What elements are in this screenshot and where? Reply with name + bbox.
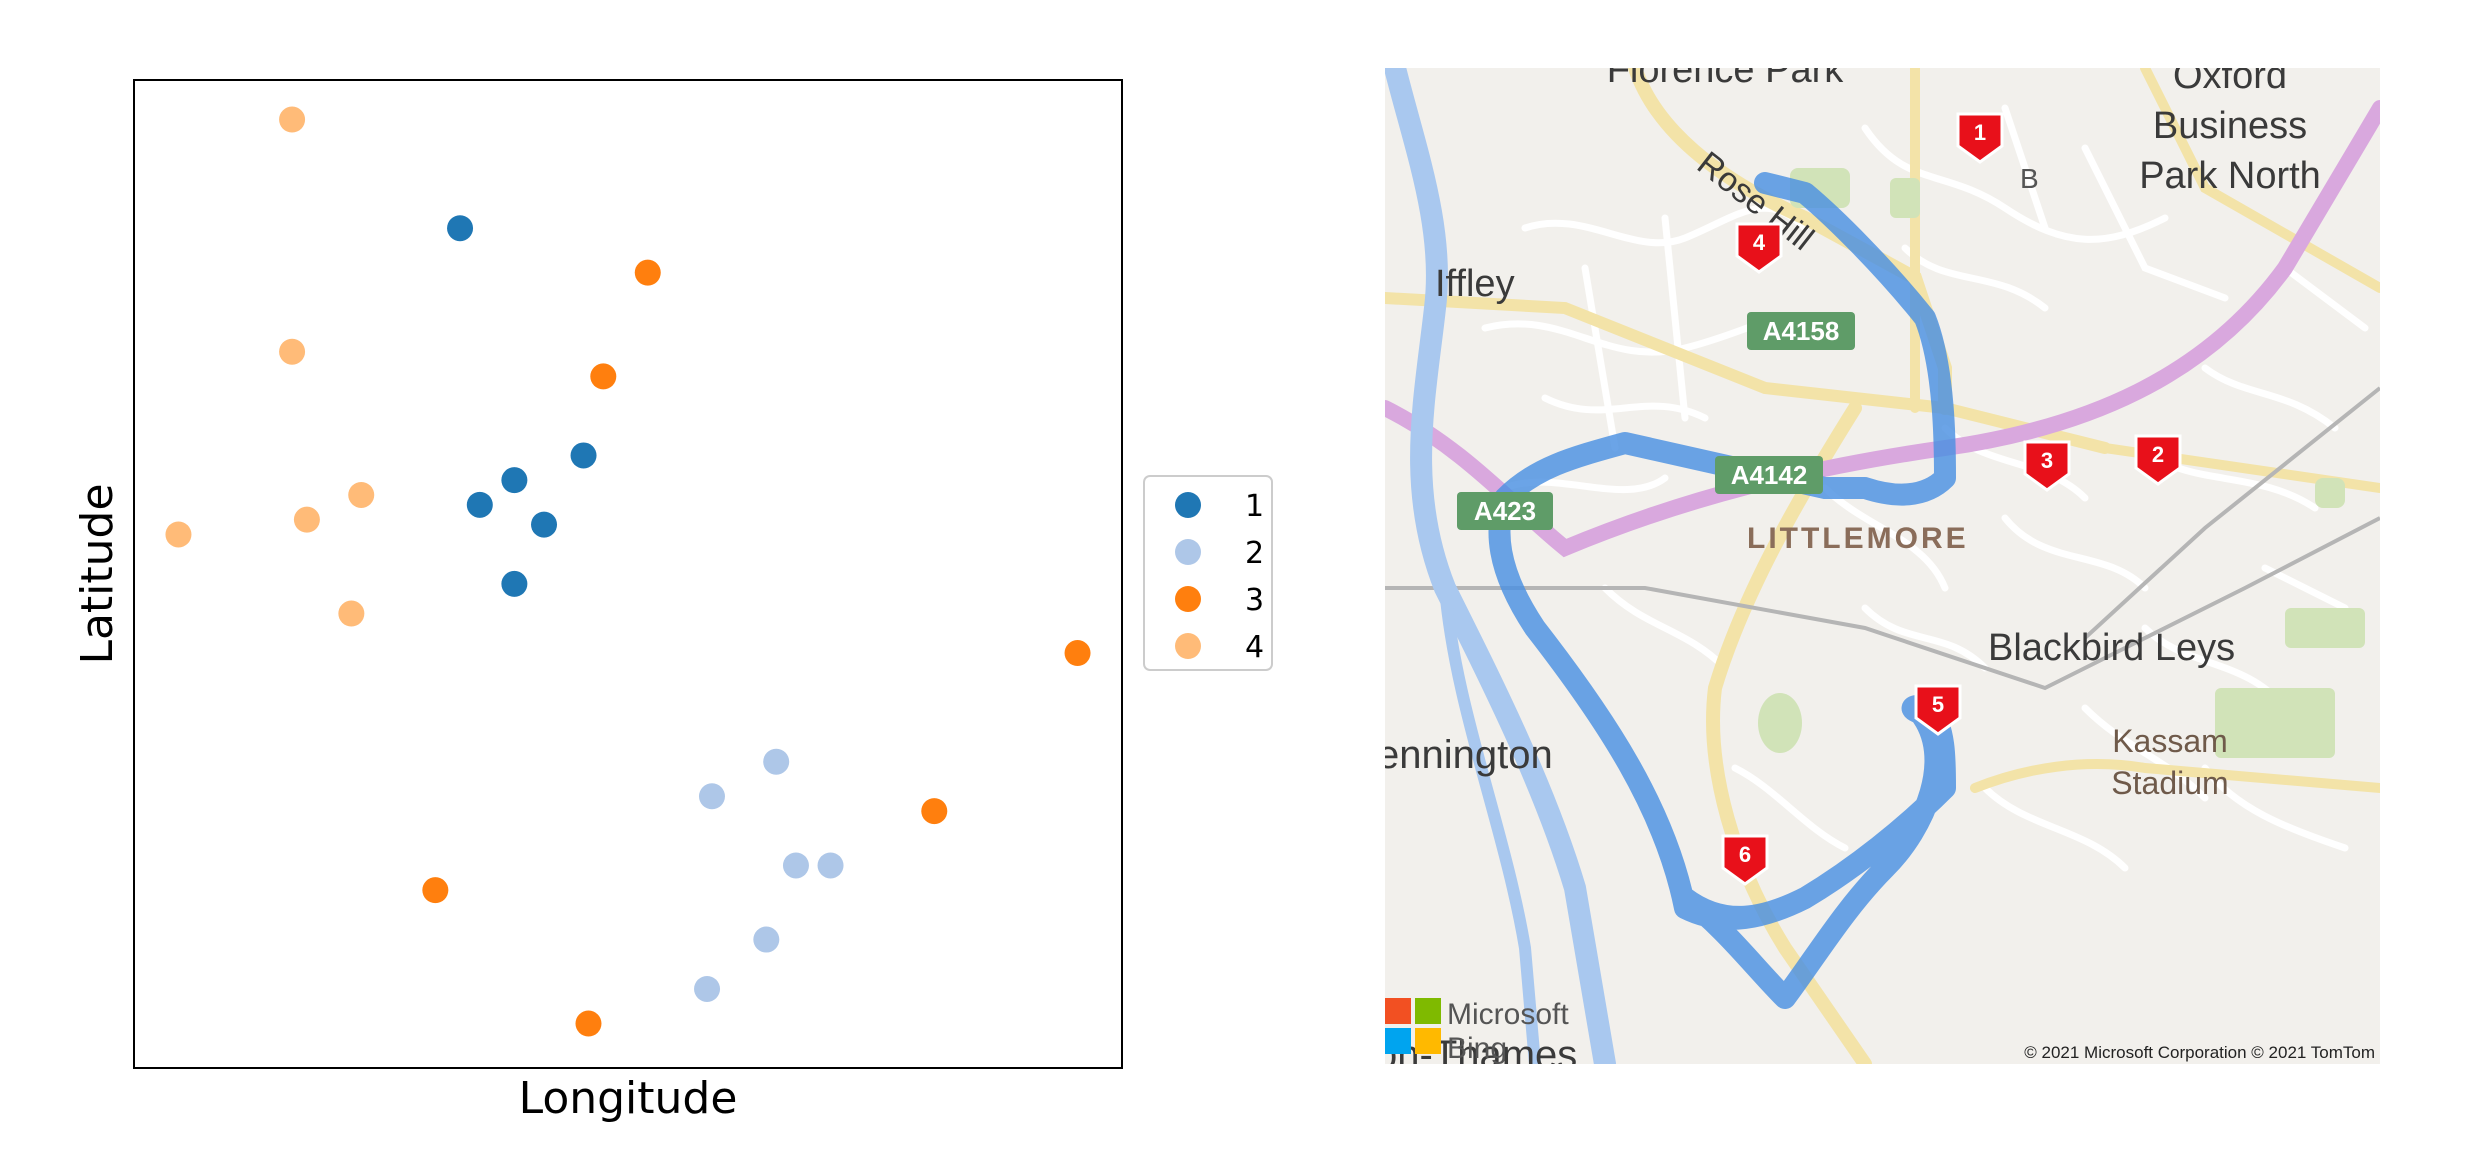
legend-items: 1 2 3 4 (1175, 489, 1264, 665)
data-point-series-1-1 (447, 215, 474, 242)
data-point-series-3-3 (1064, 640, 1091, 667)
data-point-series-2-5 (753, 926, 780, 953)
place-label-florence-park: Florence Park (1607, 68, 1845, 91)
street-grid (1481, 104, 2369, 872)
map-background (1385, 68, 2380, 1064)
road-shield-a4158: A4158 (1747, 312, 1855, 350)
data-point-series-2-1 (763, 748, 790, 775)
data-point-series-2-6 (694, 975, 721, 1002)
place-label-sandford: ennington (1385, 733, 1553, 777)
railway-line-east (2083, 386, 2380, 640)
place-label-kassam-1: Kassam (2112, 723, 2228, 759)
stop-marker-4[interactable]: 4 (1735, 222, 1783, 274)
legend-label-3: 3 (1245, 583, 1264, 618)
route-path (1488, 172, 1956, 1009)
data-point-series-1-4 (466, 491, 493, 518)
stop-markers: 1 2 3 4 5 6 (1721, 112, 2182, 886)
railway-line (1385, 516, 2380, 691)
legend-frame (1143, 475, 1273, 671)
legend-marker-4 (1175, 633, 1201, 659)
data-point-series-4-1 (279, 106, 306, 133)
plot-area-frame (133, 79, 1123, 1069)
map-copyright: © 2021 Microsoft Corporation © 2021 TomT… (2024, 1043, 2375, 1062)
legend-marker-2 (1175, 539, 1201, 565)
data-point-series-2-2 (698, 783, 725, 810)
place-label-road-b: B (2020, 163, 2039, 194)
svg-text:A423: A423 (1474, 496, 1536, 526)
stop-marker-2[interactable]: 2 (2134, 434, 2182, 486)
data-point-series-3-4 (921, 798, 948, 825)
route-map: Florence Park Oxford Business Park North… (1385, 68, 2380, 1064)
road-shield-a4142: A4142 (1715, 456, 1823, 494)
microsoft-logo-icon (1385, 998, 1441, 1054)
stop-marker-label: 4 (1753, 230, 1766, 255)
legend-marker-1 (1175, 492, 1201, 518)
data-point-series-4-5 (165, 521, 192, 548)
stop-marker-label: 5 (1932, 692, 1944, 717)
place-label-iffley: Iffley (1435, 263, 1515, 305)
data-point-series-3-1 (634, 259, 661, 286)
data-point-series-4-4 (293, 506, 320, 533)
data-point-series-1-3 (501, 467, 528, 494)
place-label-oxford-business-park-1: Oxford (2173, 68, 2287, 97)
data-point-series-3-6 (575, 1010, 602, 1037)
data-point-series-1-5 (531, 511, 558, 538)
data-point-series-2-3 (782, 852, 809, 879)
y-axis-label: Latitude (72, 483, 123, 664)
stop-marker-label: 2 (2152, 442, 2164, 467)
stop-marker-label: 3 (2041, 448, 2053, 473)
data-point-series-4-3 (348, 481, 375, 508)
stop-marker-5[interactable]: 5 (1914, 684, 1962, 736)
river-thames (1385, 68, 1616, 1064)
place-label-blackbird-leys: Blackbird Leys (1988, 627, 2235, 669)
stop-marker-label: 1 (1974, 120, 1986, 145)
place-label-oxford-business-park-2: Business (2153, 105, 2307, 147)
place-label-kassam-2: Stadium (2111, 765, 2228, 801)
place-label-oxford-business-park-3: Park North (2139, 155, 2321, 197)
legend-marker-3 (1175, 586, 1201, 612)
brand-bing: Bing (1447, 1032, 1507, 1064)
data-point-series-4-2 (279, 338, 306, 365)
scatter-chart: Longitude Latitude 1 2 3 4 (72, 79, 1273, 1124)
road-shields: A4158 A4142 A423 (1457, 312, 1855, 530)
data-point-series-4-6 (338, 600, 365, 627)
stop-marker-3[interactable]: 3 (2023, 440, 2071, 492)
stop-marker-6[interactable]: 6 (1721, 834, 1769, 886)
data-points (165, 106, 1091, 1037)
stop-marker-1[interactable]: 1 (1956, 112, 2004, 164)
data-point-series-1-2 (570, 442, 597, 469)
data-point-series-2-4 (817, 852, 844, 879)
data-point-series-1-6 (501, 570, 528, 597)
road-shield-a423: A423 (1457, 492, 1553, 530)
legend-label-4: 4 (1245, 630, 1264, 665)
place-label-littlemore: LITTLEMORE (1747, 522, 1969, 555)
legend-label-2: 2 (1245, 536, 1264, 571)
data-point-series-3-2 (590, 363, 617, 390)
legend-label-1: 1 (1245, 489, 1264, 524)
svg-text:A4158: A4158 (1763, 316, 1840, 346)
x-axis-label: Longitude (519, 1073, 738, 1124)
data-point-series-3-5 (422, 877, 449, 904)
stop-marker-label: 6 (1739, 842, 1751, 867)
legend: 1 2 3 4 (1143, 475, 1273, 671)
svg-text:A4142: A4142 (1731, 460, 1808, 490)
brand-microsoft: Microsoft (1447, 998, 1569, 1031)
bing-brand: Microsoft Bing (1385, 998, 1569, 1064)
